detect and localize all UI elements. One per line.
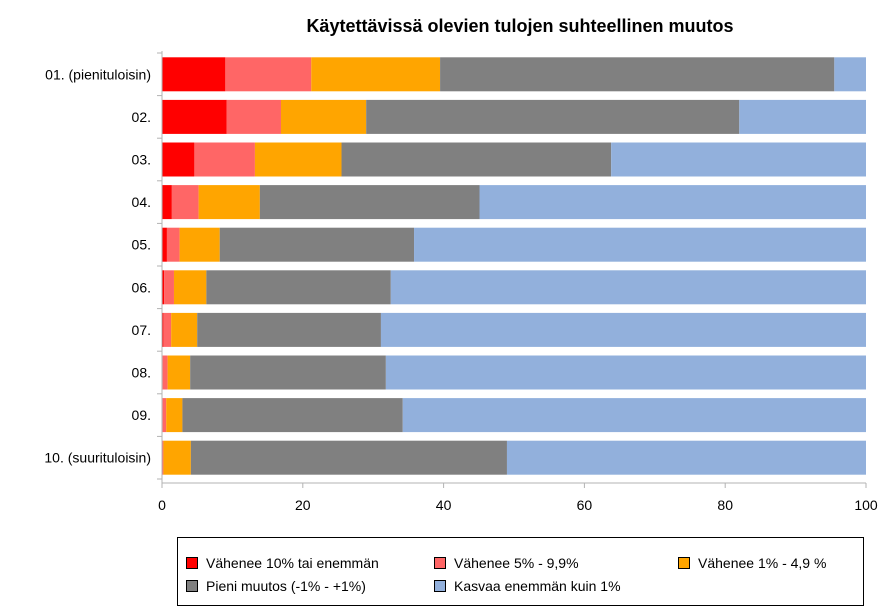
bar-segment-5-series-4 [219, 227, 415, 262]
bar-segment-4-series-1 [162, 185, 172, 220]
x-tick-label: 20 [295, 497, 311, 513]
category-labels: 01. (pienituloisin) 02. 03. 04. 05. 06. 07. 08.… [44, 66, 151, 465]
category-label: 01. (pienituloisin) [45, 66, 151, 82]
bar-segment-2-series-2 [226, 99, 281, 134]
category-label: 10. (suurituloisin) [44, 450, 151, 466]
bar-segment-10-series-4 [190, 440, 507, 475]
category-label: 08. [132, 365, 151, 381]
category-label: 06. [132, 279, 151, 295]
legend-swatch [186, 580, 198, 592]
bar-segment-7-series-4 [197, 312, 381, 347]
legend-label: Vähenee 10% tai enemmän [206, 555, 379, 571]
bar-segment-5-series-5 [414, 227, 866, 262]
bar-segment-7-series-3 [171, 312, 198, 347]
bar-segment-6-series-1 [162, 270, 165, 305]
legend-label: Pieni muutos (-1% - +1%) [206, 578, 366, 594]
legend-item-3: Vähenee 1% - 4,9 % [678, 555, 826, 571]
legend-label: Vähenee 5% - 9,9% [454, 555, 579, 571]
x-axis: 0 20 40 60 80 100 [157, 51, 878, 513]
bar-segment-6-series-5 [390, 270, 866, 305]
legend: Vähenee 10% tai enemmän Vähenee 5% - 9,9%… [177, 537, 864, 606]
bar-segment-10-series-2 [162, 440, 164, 475]
category-label: 02. [132, 109, 151, 125]
bar-segment-6-series-2 [164, 270, 174, 305]
bar-segment-3-series-5 [611, 142, 866, 177]
legend-swatch [434, 580, 446, 592]
x-tick-label: 0 [158, 497, 166, 513]
bar-segment-4-series-5 [479, 185, 866, 220]
legend-label: Vähenee 1% - 4,9 % [698, 555, 827, 571]
bar-segment-10-series-3 [163, 440, 191, 475]
bar-segment-3-series-4 [341, 142, 612, 177]
bar-segment-7-series-5 [380, 312, 866, 347]
x-tick-label: 80 [717, 497, 733, 513]
bar-segment-5-series-2 [166, 227, 180, 262]
category-label: 04. [132, 194, 151, 210]
bar-segment-9-series-5 [402, 398, 866, 433]
legend-item-2: Vähenee 5% - 9,9% [434, 555, 579, 571]
bar-segment-8-series-3 [167, 355, 191, 390]
bar-segment-6-series-4 [206, 270, 391, 305]
bar-segment-9-series-3 [166, 398, 183, 433]
x-tick-label: 100 [854, 497, 878, 513]
bar-segment-1-series-2 [225, 57, 312, 92]
bar-segment-1-series-1 [162, 57, 226, 92]
chart-title: Käytettävissä olevien tulojen suhteellin… [306, 16, 733, 36]
bar-segment-3-series-3 [254, 142, 342, 177]
legend-item-5: Kasvaa enemmän kuin 1% [434, 578, 621, 594]
bar-segment-5-series-1 [162, 227, 167, 262]
legend-label: Kasvaa enemmän kuin 1% [454, 578, 621, 594]
bars-group [162, 57, 866, 475]
bar-segment-3-series-1 [162, 142, 195, 177]
bar-segment-10-series-5 [506, 440, 866, 475]
bar-segment-7-series-2 [163, 312, 172, 347]
bar-segment-2-series-4 [366, 99, 740, 134]
bar-segment-7-series-1 [162, 312, 164, 347]
bar-segment-2-series-5 [739, 99, 866, 134]
category-label: 03. [132, 152, 151, 168]
legend-swatch [186, 557, 198, 569]
legend-swatch [434, 557, 446, 569]
x-tick-label: 40 [436, 497, 452, 513]
bar-segment-1-series-5 [834, 57, 866, 92]
legend-swatch [678, 557, 690, 569]
bar-segment-4-series-4 [259, 185, 480, 220]
bar-segment-5-series-3 [179, 227, 220, 262]
bar-segment-9-series-4 [182, 398, 403, 433]
bar-segment-8-series-4 [190, 355, 386, 390]
bar-segment-4-series-3 [198, 185, 260, 220]
legend-item-4: Pieni muutos (-1% - +1%) [186, 578, 366, 594]
bar-segment-2-series-1 [162, 99, 227, 134]
bar-segment-4-series-2 [171, 185, 199, 220]
bar-segment-1-series-4 [440, 57, 835, 92]
bar-segment-6-series-3 [173, 270, 207, 305]
bar-segment-8-series-2 [162, 355, 168, 390]
bar-segment-8-series-5 [385, 355, 866, 390]
bar-segment-3-series-2 [194, 142, 255, 177]
bar-segment-9-series-2 [162, 398, 167, 433]
category-label: 07. [132, 322, 151, 338]
category-label: 09. [132, 407, 151, 423]
x-tick-label: 60 [577, 497, 593, 513]
bar-segment-2-series-3 [280, 99, 367, 134]
legend-item-1: Vähenee 10% tai enemmän [186, 555, 379, 571]
bar-segment-1-series-3 [311, 57, 441, 92]
category-label: 05. [132, 237, 151, 253]
